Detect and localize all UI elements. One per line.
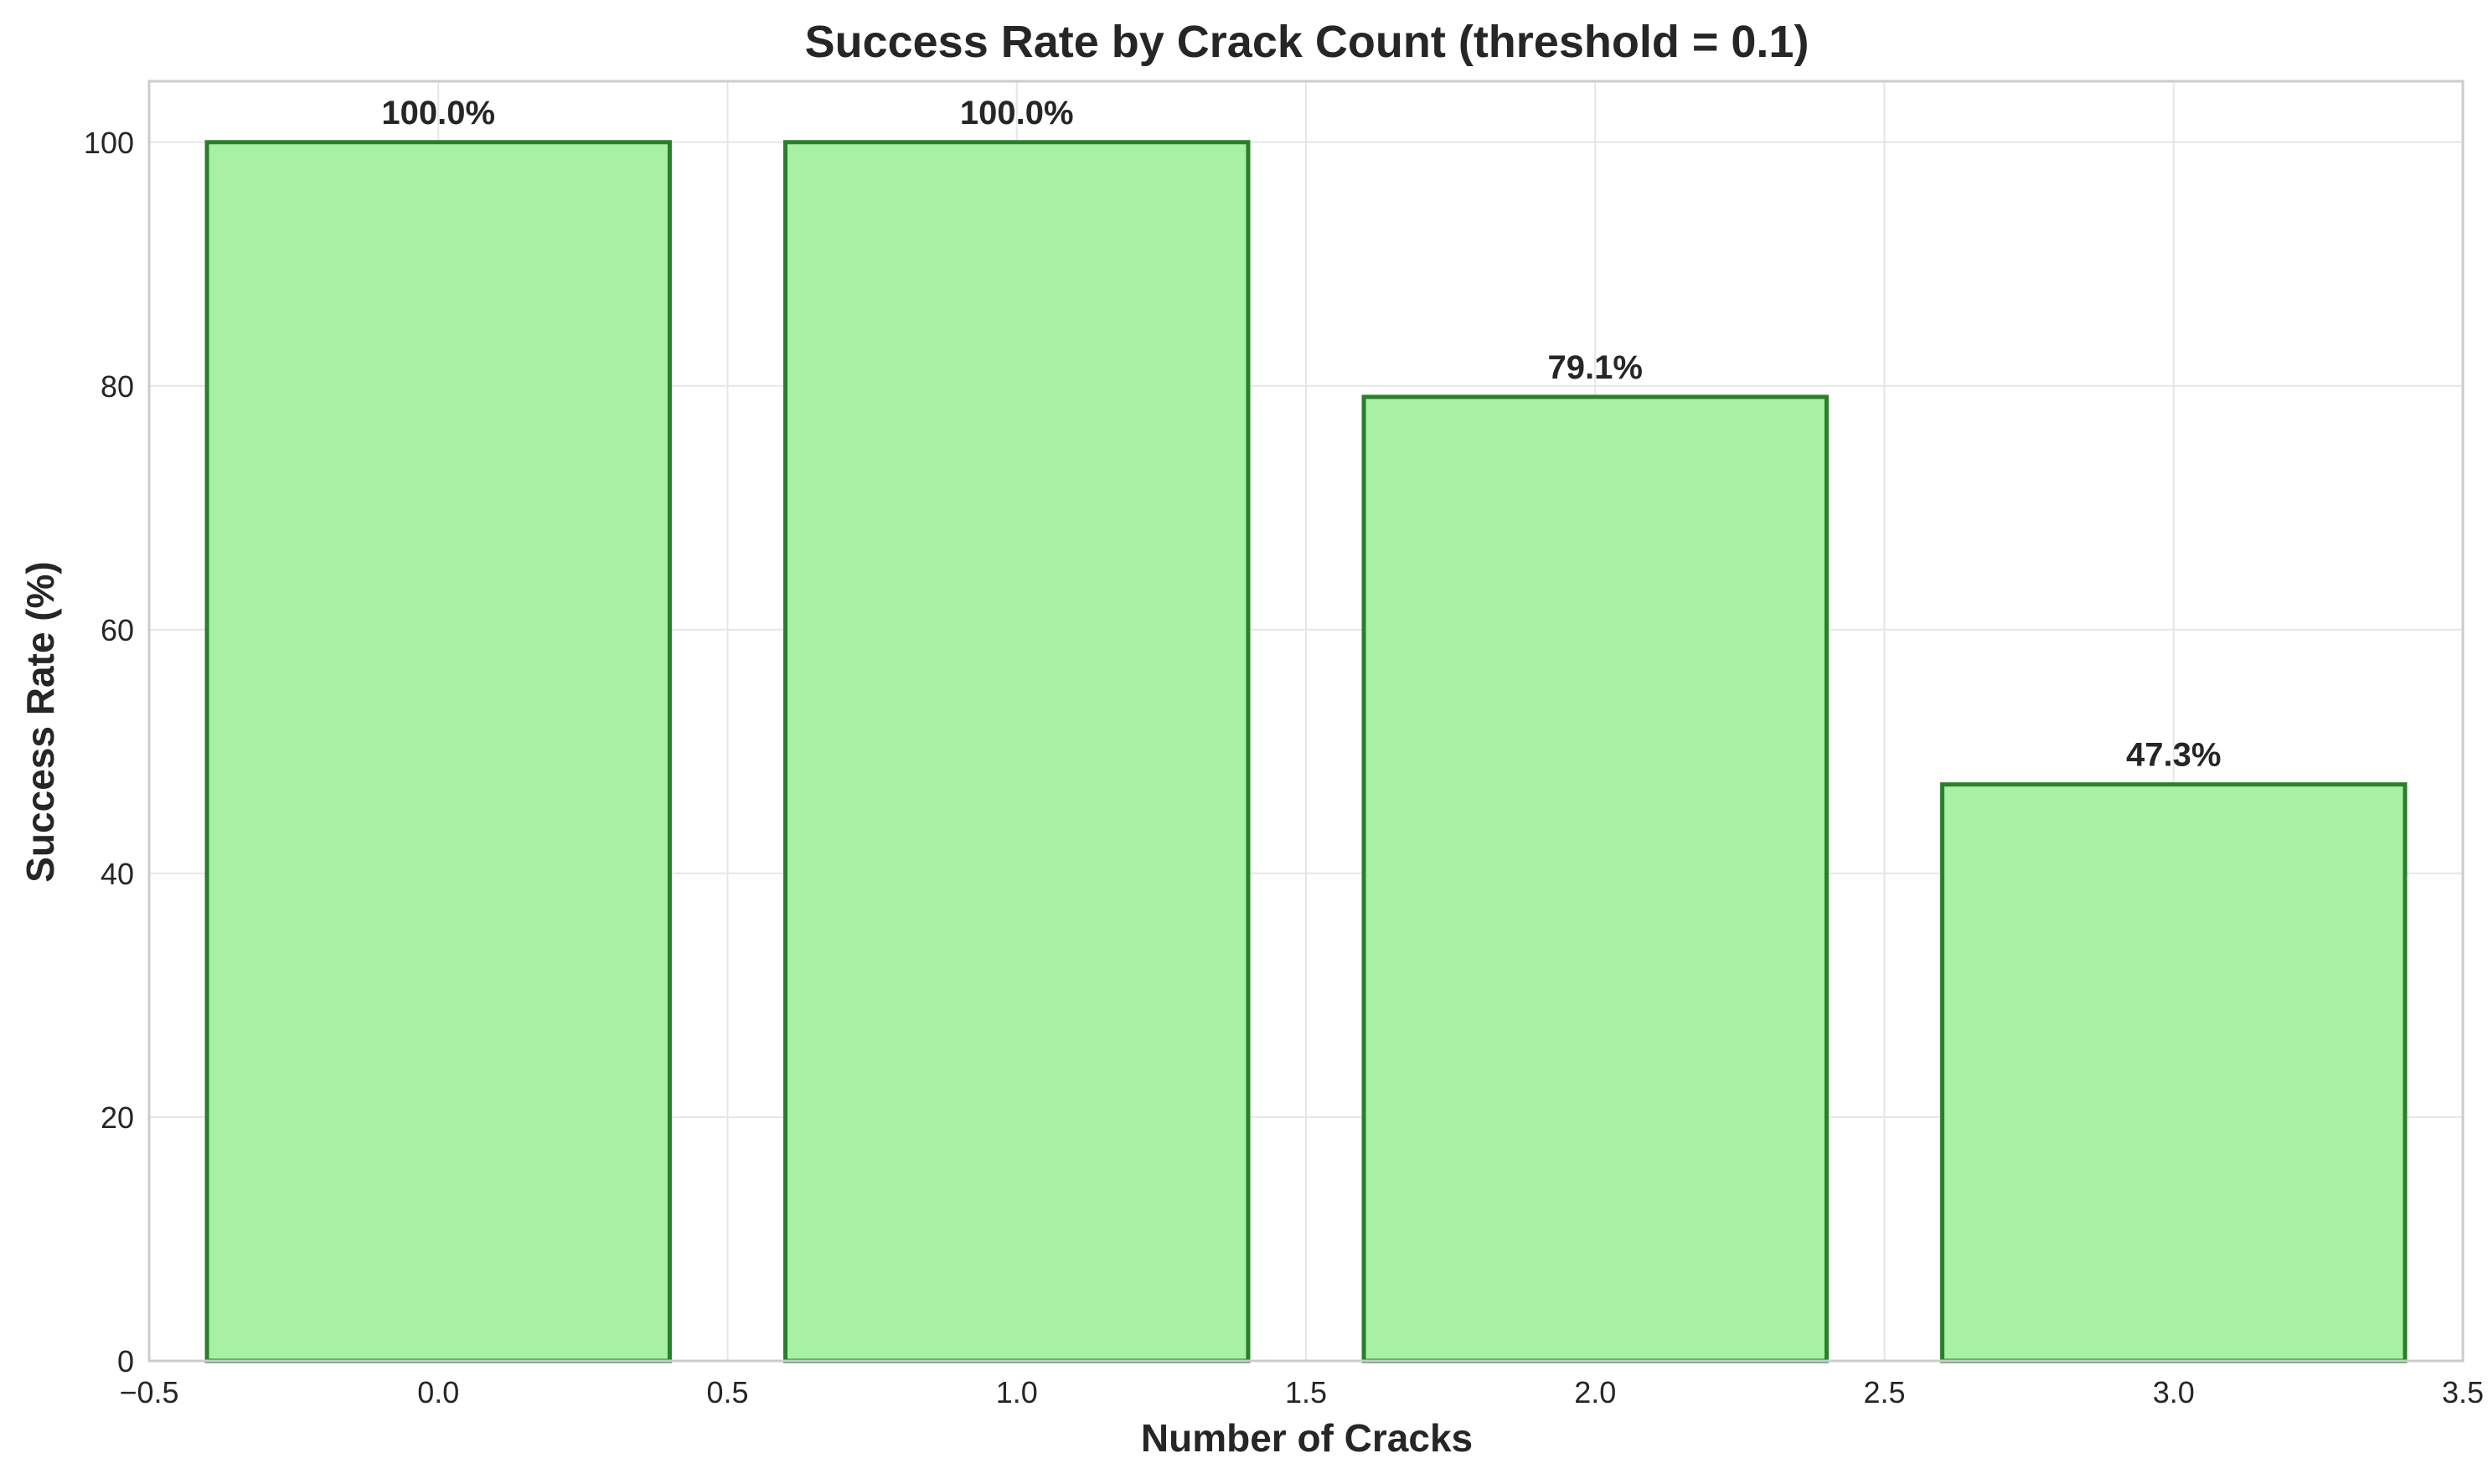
bar-value-label: 47.3% bbox=[2126, 737, 2221, 774]
x-tick-label: 2.5 bbox=[1863, 1375, 1905, 1409]
x-tick-label: −0.5 bbox=[119, 1375, 178, 1409]
x-tick-label: 3.0 bbox=[2153, 1375, 2195, 1409]
y-tick-label: 60 bbox=[101, 613, 134, 647]
bar-value-label: 100.0% bbox=[960, 95, 1074, 131]
x-tick-label: 1.0 bbox=[996, 1375, 1038, 1409]
y-tick-label: 0 bbox=[117, 1344, 134, 1378]
y-tick-label: 100 bbox=[84, 126, 134, 160]
bar-value-label: 79.1% bbox=[1548, 349, 1643, 386]
bar-value-label: 100.0% bbox=[381, 95, 495, 131]
y-tick-label: 20 bbox=[101, 1100, 134, 1135]
bar bbox=[204, 140, 672, 1363]
y-axis-ticks: 0 20 40 60 80 100 bbox=[84, 126, 134, 1378]
x-tick-label: 3.5 bbox=[2442, 1375, 2484, 1409]
data-labels: 100.0% 100.0% 79.1% 47.3% bbox=[381, 95, 2221, 774]
bar bbox=[1940, 782, 2408, 1363]
x-tick-label: 2.0 bbox=[1574, 1375, 1616, 1409]
bars bbox=[204, 140, 2408, 1363]
x-tick-label: 0.0 bbox=[417, 1375, 459, 1409]
chart-title: Success Rate by Crack Count (threshold =… bbox=[805, 17, 1809, 67]
x-axis-label: Number of Cracks bbox=[1141, 1416, 1473, 1460]
y-tick-label: 40 bbox=[101, 857, 134, 891]
y-tick-label: 80 bbox=[101, 369, 134, 404]
x-tick-label: 0.5 bbox=[706, 1375, 748, 1409]
x-tick-label: 1.5 bbox=[1285, 1375, 1327, 1409]
y-axis-label: Success Rate (%) bbox=[18, 561, 62, 883]
x-axis-ticks: −0.5 0.0 0.5 1.0 1.5 2.0 2.5 3.0 3.5 bbox=[119, 1375, 2484, 1409]
bar bbox=[783, 140, 1251, 1363]
plot-frame bbox=[147, 80, 2465, 1363]
bar bbox=[1361, 394, 1829, 1363]
